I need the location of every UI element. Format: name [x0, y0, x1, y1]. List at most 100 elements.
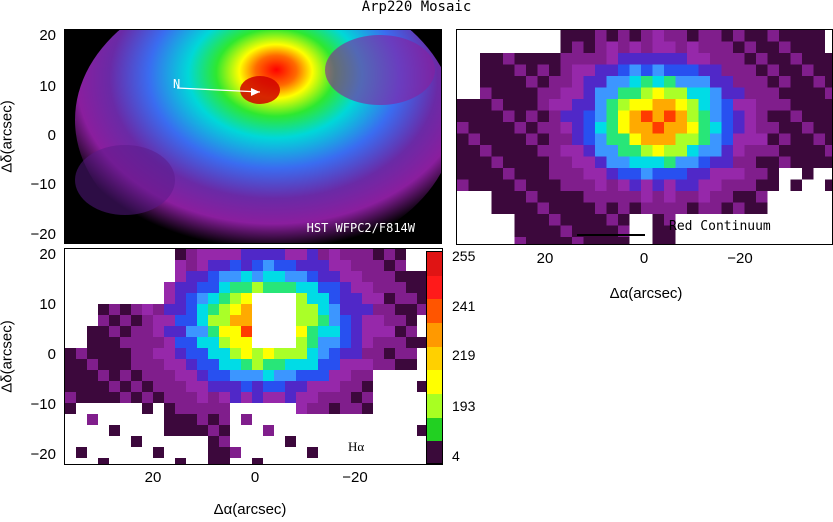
map-pixel	[175, 392, 186, 403]
map-pixel	[208, 458, 219, 464]
map-pixel	[142, 381, 153, 392]
map-pixel	[652, 76, 664, 88]
map-pixel	[675, 145, 687, 157]
map-pixel	[698, 41, 710, 53]
map-pixel	[813, 76, 825, 88]
map-pixel	[790, 133, 802, 145]
map-pixel	[572, 225, 584, 237]
map-pixel	[606, 30, 618, 42]
map-pixel	[733, 168, 745, 180]
map-pixel	[721, 156, 733, 168]
map-pixel	[526, 202, 538, 214]
map-pixel	[208, 348, 219, 359]
map-pixel	[710, 168, 722, 180]
map-pixel	[503, 168, 515, 180]
map-pixel	[721, 41, 733, 53]
map-pixel	[606, 191, 618, 203]
map-pixel	[595, 64, 607, 76]
hst-galaxy-image	[75, 30, 441, 243]
map-pixel	[109, 348, 120, 359]
map-pixel	[652, 191, 664, 203]
halpha-pixel-map	[65, 249, 439, 464]
map-pixel	[537, 99, 549, 111]
map-pixel	[208, 337, 219, 348]
map-pixel	[362, 315, 373, 326]
map-pixel	[733, 179, 745, 191]
map-pixel	[710, 110, 722, 122]
map-pixel	[756, 191, 768, 203]
map-pixel	[733, 202, 745, 214]
map-pixel	[329, 260, 340, 271]
map-pixel	[721, 191, 733, 203]
map-pixel	[153, 392, 164, 403]
map-pixel	[208, 260, 219, 271]
map-pixel	[263, 348, 274, 359]
map-pixel	[197, 315, 208, 326]
map-pixel	[109, 370, 120, 381]
map-pixel	[572, 202, 584, 214]
map-pixel	[629, 64, 641, 76]
map-pixel	[652, 64, 664, 76]
map-pixel	[175, 458, 186, 464]
map-pixel	[618, 156, 630, 168]
map-pixel	[652, 237, 664, 244]
map-pixel	[230, 370, 241, 381]
map-pixel	[329, 315, 340, 326]
hst-panel-label: HST WFPC2/F814W	[306, 221, 415, 235]
map-pixel	[687, 76, 699, 88]
map-pixel	[65, 381, 76, 392]
map-pixel	[208, 414, 219, 425]
map-pixel	[560, 179, 572, 191]
map-pixel	[219, 326, 230, 337]
map-pixel	[120, 392, 131, 403]
map-pixel	[779, 122, 791, 134]
map-pixel	[549, 225, 561, 237]
map-pixel	[537, 225, 549, 237]
map-pixel	[164, 304, 175, 315]
map-pixel	[560, 87, 572, 99]
map-pixel	[219, 447, 230, 458]
map-pixel	[351, 359, 362, 370]
map-pixel	[503, 87, 515, 99]
map-pixel	[618, 214, 630, 226]
colorbar-label: 193	[452, 398, 476, 414]
map-pixel	[779, 41, 791, 53]
map-pixel	[687, 87, 699, 99]
map-pixel	[560, 191, 572, 203]
map-pixel	[756, 133, 768, 145]
map-pixel	[241, 414, 252, 425]
map-pixel	[675, 122, 687, 134]
map-pixel	[468, 133, 480, 145]
map-pixel	[560, 53, 572, 65]
map-pixel	[767, 41, 779, 53]
map-pixel	[252, 260, 263, 271]
map-pixel	[197, 326, 208, 337]
map-pixel	[175, 370, 186, 381]
map-pixel	[595, 214, 607, 226]
map-pixel	[687, 110, 699, 122]
map-pixel	[76, 392, 87, 403]
map-pixel	[767, 53, 779, 65]
map-pixel	[583, 225, 595, 237]
map-pixel	[618, 30, 630, 42]
map-pixel	[629, 179, 641, 191]
map-pixel	[514, 122, 526, 134]
map-pixel	[790, 179, 802, 191]
map-pixel	[197, 370, 208, 381]
map-pixel	[120, 370, 131, 381]
map-pixel	[606, 168, 618, 180]
map-pixel	[296, 293, 307, 304]
map-pixel	[595, 191, 607, 203]
map-pixel	[395, 249, 406, 260]
map-pixel	[572, 191, 584, 203]
map-pixel	[219, 304, 230, 315]
map-pixel	[687, 99, 699, 111]
map-pixel	[825, 156, 832, 168]
map-pixel	[606, 76, 618, 88]
map-pixel	[756, 179, 768, 191]
map-pixel	[65, 370, 76, 381]
map-pixel	[560, 99, 572, 111]
map-pixel	[698, 30, 710, 42]
map-pixel	[687, 122, 699, 134]
map-pixel	[526, 145, 538, 157]
